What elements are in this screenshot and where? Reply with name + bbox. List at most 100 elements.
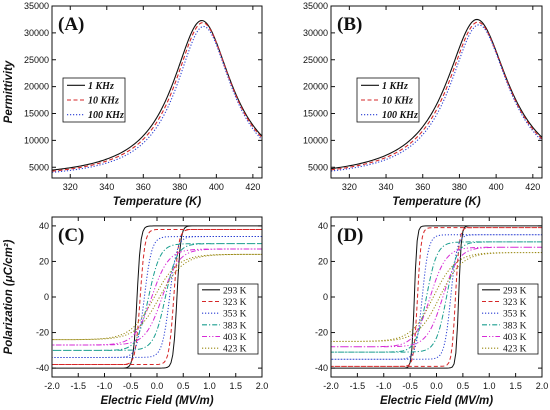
x-axis-label: Electric Field (MV/m) [100,395,213,407]
y-tick-label: 35000 [303,1,328,11]
legend-entry-10-khz: 10 KHz [88,96,119,107]
y-tick-label: 35000 [24,1,49,11]
legend-entry-423-k: 423 K [503,345,527,355]
legend-entry-1-khz: 1 KHz [382,81,408,92]
y-axis-label: Polarization (μC/cm²) [3,239,15,354]
x-tick-label: 0.5 [177,381,190,391]
series-line-383-k [331,241,542,353]
y-tick-label: 40 [39,221,49,231]
y-tick-label: 5000 [29,162,49,172]
series-line-323-k [331,227,542,367]
panel-label: (C) [58,225,84,246]
y-tick-label: 10000 [24,135,49,145]
x-axis-label: Temperature (K) [113,196,202,208]
legend-entry-323-k: 323 K [503,298,527,308]
y-tick-label: -20 [36,328,49,338]
legend-box [477,283,539,355]
x-tick-label: 380 [172,182,187,192]
x-tick-label: -1.0 [376,381,392,391]
x-tick-label: 360 [415,182,430,192]
y-tick-label: -40 [315,363,328,373]
y-tick-label: 25000 [24,55,49,65]
x-tick-label: -1.5 [70,381,86,391]
x-tick-label: 400 [209,182,224,192]
legend-entry-100-khz: 100 KHz [382,110,418,121]
x-tick-label: 0.0 [430,381,443,391]
series-line-100-khz [52,25,262,173]
y-tick-label: 15000 [24,109,49,119]
y-axis-label: Permittivity [3,60,15,123]
legend-entry-423-k: 423 K [223,345,247,355]
legend-entry-383-k: 383 K [503,321,527,331]
x-tick-label: 340 [99,182,114,192]
x-tick-label: 1.0 [203,381,216,391]
legend: 1 KHz 10 KHz 100 KHz [62,77,126,123]
y-tick-label: 20 [39,256,49,266]
legend-entry-293-k: 293 K [223,286,247,296]
x-tick-label: 0.0 [151,381,164,391]
panel-label: (A) [58,14,84,35]
x-tick-label: 1.0 [483,381,496,391]
series-line-1-khz [331,18,542,170]
x-tick-label: 320 [63,182,78,192]
legend: 1 KHz 10 KHz 100 KHz [356,77,420,123]
y-tick-label: 0 [323,292,328,302]
y-tick-label: 20 [318,256,328,266]
series-group [52,225,262,369]
x-tick-label: 1.5 [509,381,522,391]
legend-box [197,283,259,355]
series-group [331,225,542,369]
legend-entry-293-k: 293 K [503,286,527,296]
legend-entry-403-k: 403 K [223,333,247,343]
legend-entry-403-k: 403 K [503,333,527,343]
y-tick-label: 30000 [303,28,328,38]
legend-entry-323-k: 323 K [223,298,247,308]
panel-b: 320 340 360 380 400 420 5000 10000 15000 20000 250… [303,1,543,208]
y-tick-label: 20000 [24,82,49,92]
x-tick-label: -2.0 [323,381,339,391]
legend-entry-383-k: 383 K [223,321,247,331]
legend-entry-10-khz: 10 KHz [382,96,413,107]
series-group [52,19,262,173]
y-tick-label: 10000 [303,135,328,145]
y-tick-label: -40 [36,363,49,373]
plot-frame [51,5,263,179]
y-tick-label: -20 [315,328,328,338]
panel-label: (D) [337,225,363,246]
x-tick-label: -1.0 [97,381,113,391]
x-tick-label: -1.5 [350,381,366,391]
series-line-383-k [52,243,262,351]
x-tick-label: 420 [525,182,540,192]
series-line-10-khz [331,21,542,171]
series-group [331,18,542,172]
series-line-10-khz [52,22,262,172]
legend-entry-1-khz: 1 KHz [88,81,114,92]
legend-entry-353-k: 353 K [223,310,247,320]
panel-label: (B) [337,14,362,35]
y-tick-label: 15000 [303,109,328,119]
y-tick-label: 30000 [24,28,49,38]
x-tick-label: 320 [342,182,357,192]
x-tick-label: 2.0 [536,381,549,391]
y-tick-label: 0 [44,292,49,302]
x-tick-label: 380 [452,182,467,192]
series-line-353-k [52,236,262,358]
x-tick-label: 340 [379,182,394,192]
panel-c: -2.0 -1.5 -1.0 -0.5 0.0 0.5 1.0 1.5 2.0 -40 -20 0 20… [3,216,269,407]
x-tick-label: 360 [136,182,151,192]
x-tick-label: 420 [245,182,260,192]
y-tick-label: 20000 [303,82,328,92]
panel-a: 320 340 360 380 400 420 5000 10000 15000 20000 250… [3,1,263,208]
x-axis-label: Electric Field (MV/m) [380,395,493,407]
legend-entry-100-khz: 100 KHz [88,110,124,121]
series-line-293-k [52,225,262,369]
x-tick-label: 1.5 [229,381,242,391]
x-tick-label: 2.0 [256,381,269,391]
panel-d: -2.0 -1.5 -1.0 -0.5 0.0 0.5 1.0 1.5 2.0 -40 -20 0 20… [315,216,549,407]
plot-frame [330,5,543,179]
x-axis-label: Temperature (K) [392,196,481,208]
series-line-100-khz [331,24,542,172]
x-tick-label: 0.5 [457,381,470,391]
